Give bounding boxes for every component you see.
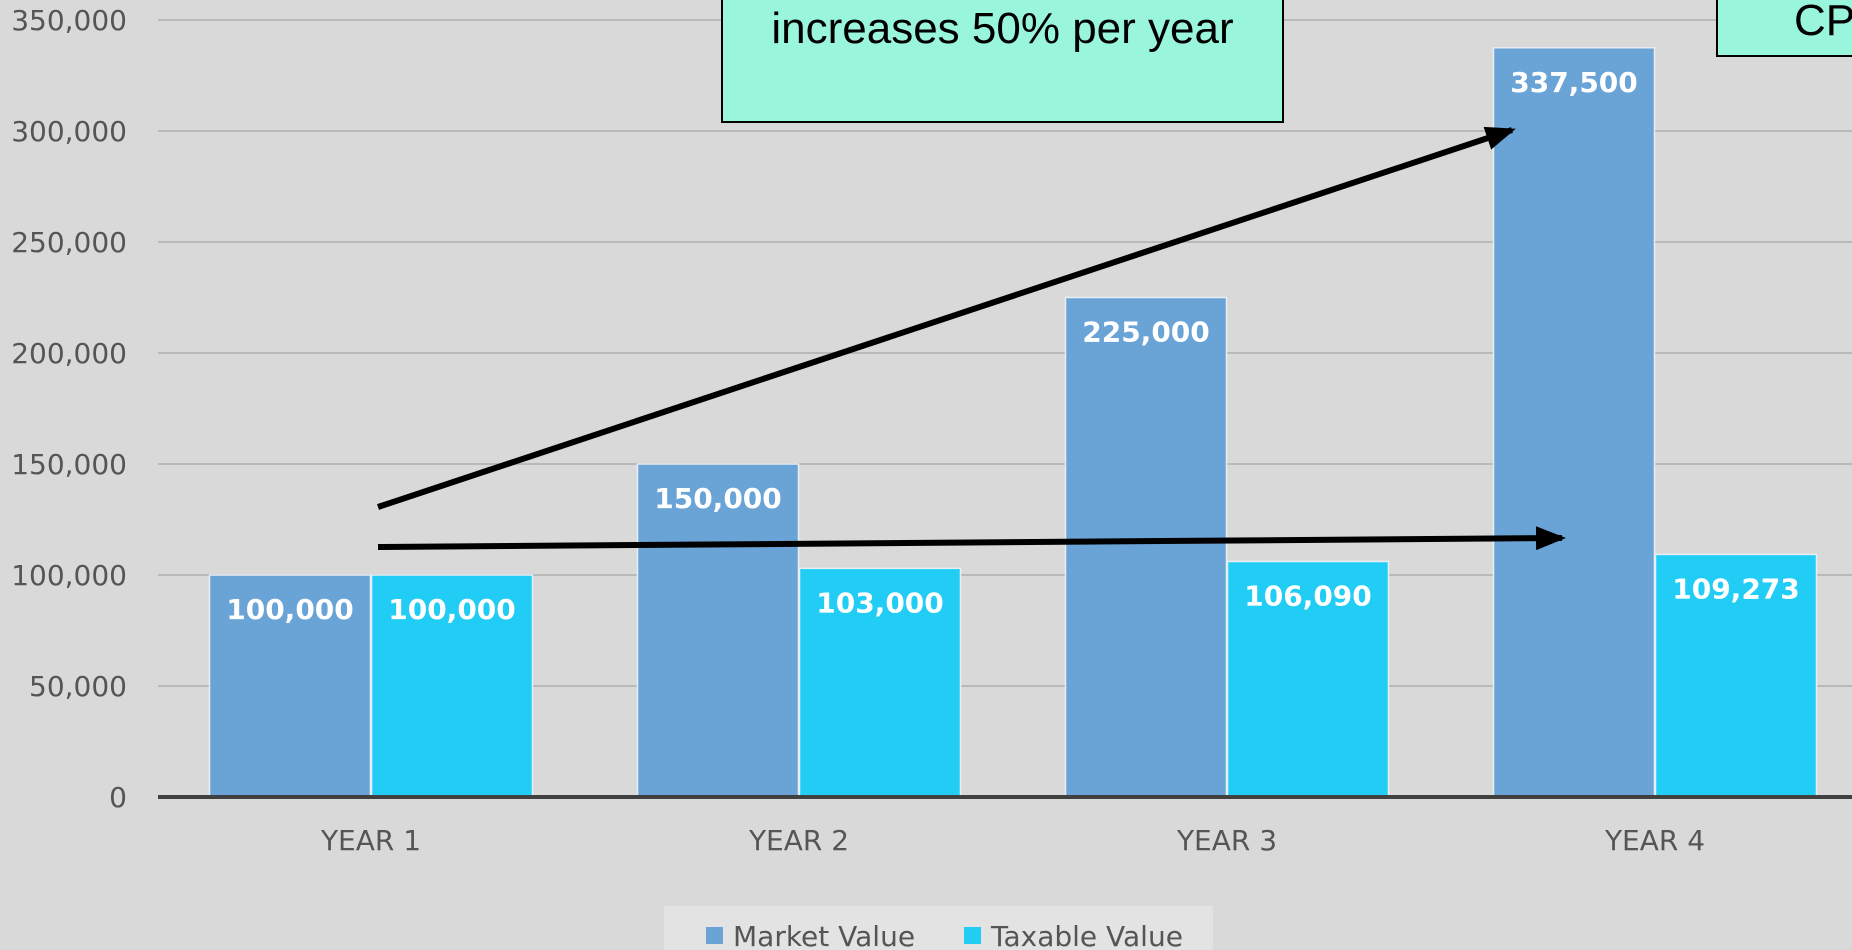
y-tick-label: 200,000 [11, 337, 127, 370]
taxable-value-bar [1226, 560, 1390, 798]
x-category-label: YEAR 4 [1604, 824, 1705, 857]
bars [208, 47, 1818, 798]
data-labels: 100,000 100,000 150,000 103,000 225,000 106,0… [226, 66, 1800, 626]
x-category-label: YEAR 1 [320, 824, 421, 857]
taxable-value-label: 106,090 [1244, 579, 1372, 612]
legend-swatch-market [706, 927, 723, 944]
legend: Market Value Taxable Value [664, 906, 1213, 950]
callout-text-taxable: CP [1794, 0, 1852, 45]
taxable-value-bar [1654, 553, 1818, 798]
y-tick-label: 0 [109, 781, 127, 814]
callout-box-taxable: CP [1716, 0, 1852, 57]
taxable-growth-arrow [377, 526, 1566, 551]
taxable-value-label: 100,000 [388, 593, 516, 626]
taxable-value-label: 109,273 [1672, 572, 1800, 605]
market-value-bar [1064, 296, 1228, 798]
market-value-label: 225,000 [1082, 316, 1210, 349]
legend-label-taxable: Taxable Value [990, 920, 1183, 950]
legend-label-market: Market Value [733, 920, 915, 950]
y-tick-label: 350,000 [11, 4, 127, 37]
y-tick-label: 50,000 [29, 670, 127, 703]
market-value-label: 100,000 [226, 593, 354, 626]
market-value-bar [1492, 47, 1656, 798]
taxable-value-label: 103,000 [816, 586, 944, 619]
market-value-bar [636, 463, 800, 798]
y-tick-label: 150,000 [11, 448, 127, 481]
callout-text-market: increases 50% per year [771, 4, 1234, 53]
taxable-value-bar [370, 574, 534, 798]
x-category-label: YEAR 3 [1176, 824, 1277, 857]
y-tick-label: 100,000 [11, 559, 127, 592]
market-value-label: 337,500 [1510, 66, 1638, 99]
arrows [377, 126, 1566, 551]
x-axis: YEAR 1 YEAR 2 YEAR 3 YEAR 4 [158, 795, 1852, 857]
y-tick-label: 250,000 [11, 226, 127, 259]
legend-background [664, 906, 1213, 950]
market-value-label: 150,000 [654, 482, 782, 515]
x-category-label: YEAR 2 [748, 824, 849, 857]
market-growth-arrow [377, 126, 1516, 510]
taxable-value-bar [798, 567, 962, 798]
callout-box-market: increases 50% per year [721, 0, 1284, 123]
legend-swatch-taxable [964, 927, 981, 944]
y-axis: 0 50,000 100,000 150,000 200,000 250,000 300,0… [11, 4, 127, 814]
y-tick-label: 300,000 [11, 115, 127, 148]
